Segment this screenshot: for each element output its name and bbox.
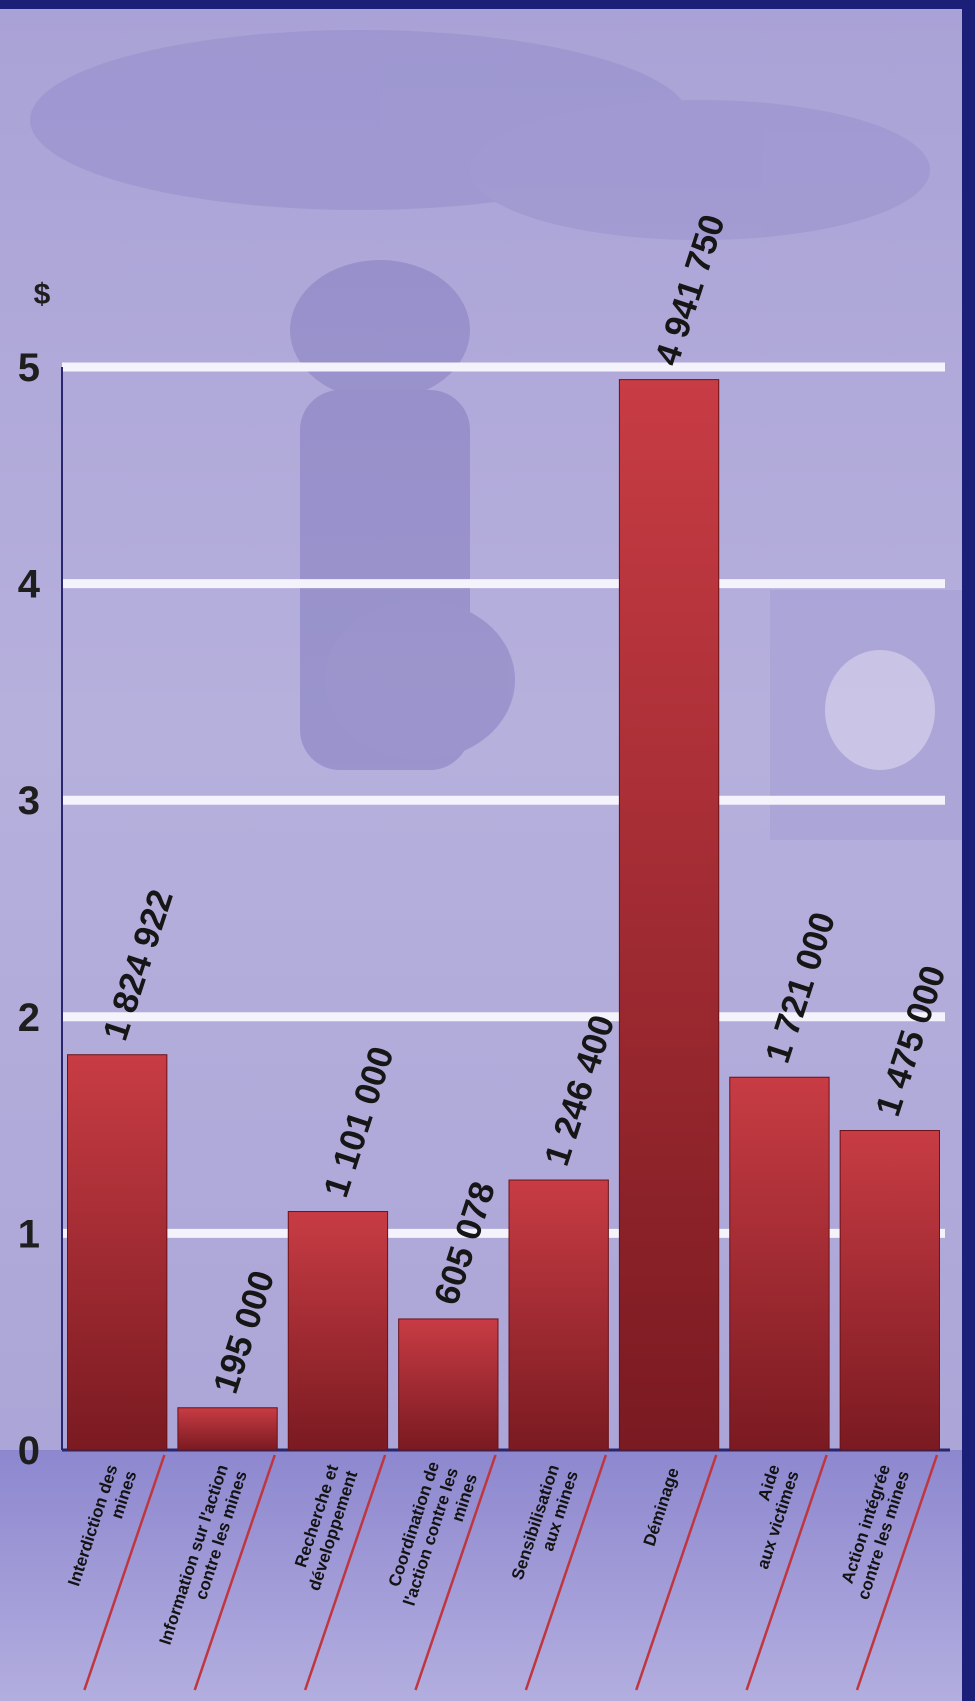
category-divider (855, 1454, 939, 1691)
bar (839, 1130, 940, 1451)
category-divider (193, 1454, 276, 1691)
bar (508, 1179, 609, 1451)
y-tick-label: 0 (18, 1429, 40, 1473)
right-frame (962, 0, 975, 1701)
category-divider (414, 1454, 497, 1691)
category-divider (745, 1454, 828, 1691)
category-divider (524, 1454, 608, 1691)
y-unit-label: $ (34, 278, 51, 311)
background-photo (30, 30, 965, 840)
bar (287, 1211, 389, 1451)
bar (177, 1407, 278, 1451)
divider-layer (83, 1454, 939, 1691)
y-tick-label: 3 (18, 779, 40, 823)
y-tick-label: 1 (18, 1212, 40, 1256)
bar (398, 1318, 499, 1451)
y-tick-label: 4 (18, 563, 41, 607)
bar (618, 379, 720, 1451)
y-tick-label: 2 (18, 996, 40, 1040)
top-frame (0, 0, 975, 9)
axis-layer: 0 1 2 3 4 5 $ (18, 278, 950, 1473)
category-divider (303, 1454, 387, 1691)
bar (67, 1054, 168, 1451)
bar-layer (67, 379, 940, 1451)
category-divider (83, 1454, 166, 1691)
category-divider (635, 1454, 718, 1691)
y-tick-label: 5 (18, 346, 40, 390)
bar (729, 1076, 830, 1451)
category-band (0, 1450, 975, 1701)
